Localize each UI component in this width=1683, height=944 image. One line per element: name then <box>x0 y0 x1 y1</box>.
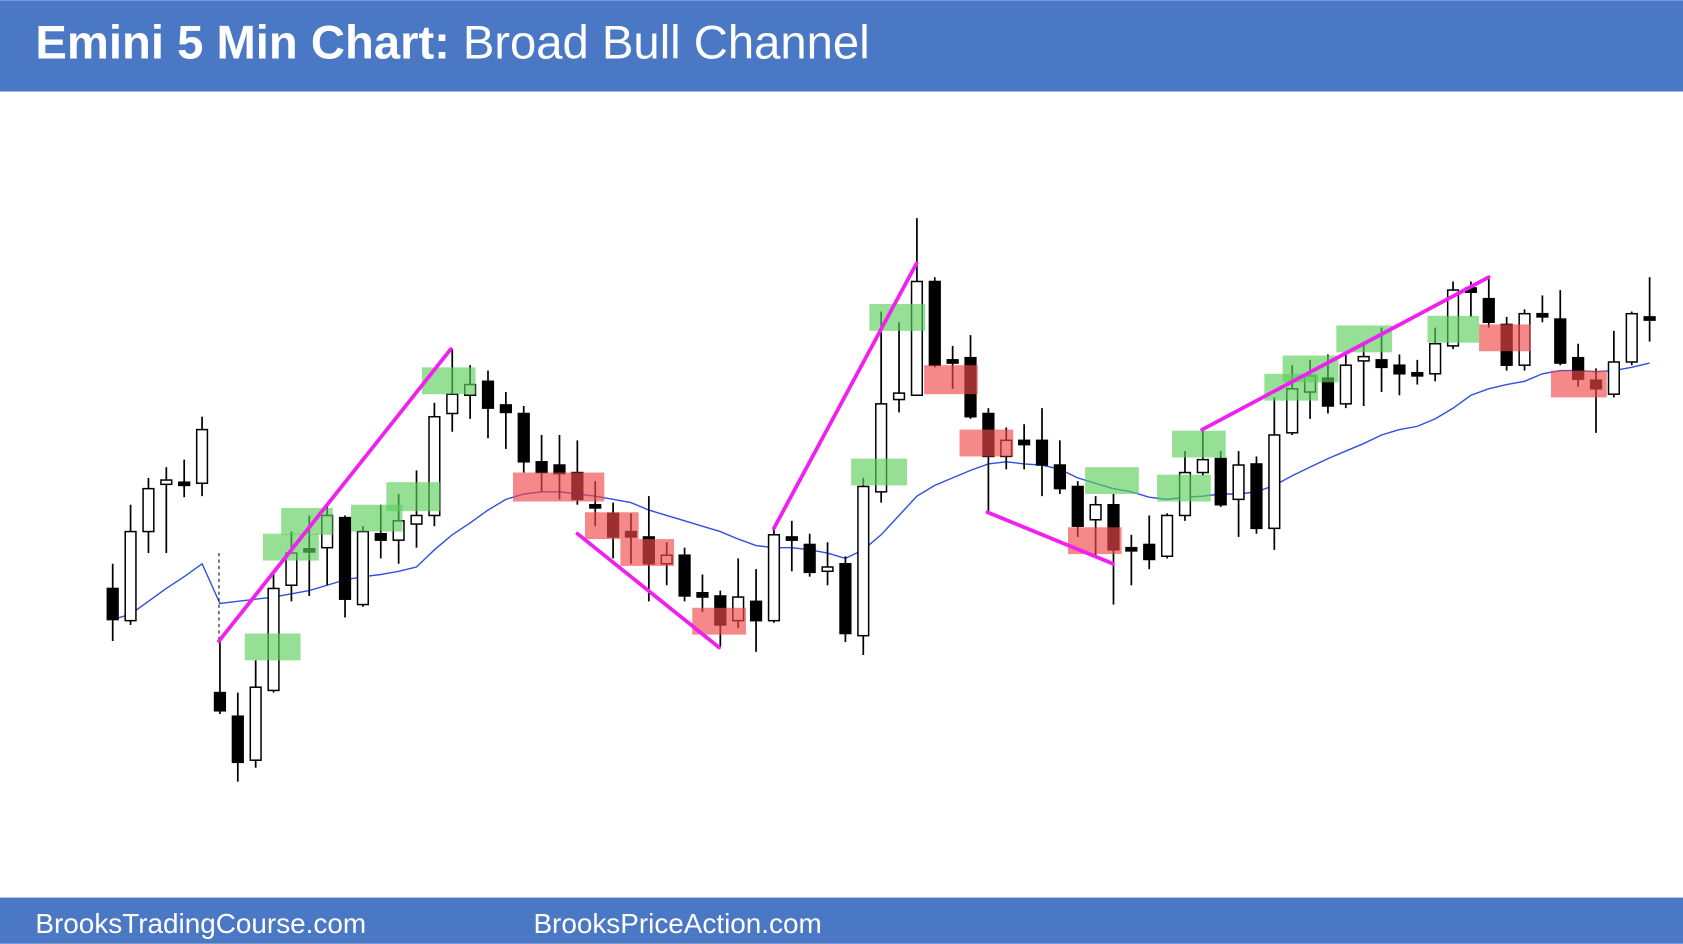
bear-body <box>535 461 548 474</box>
slide-title: Emini 5 Min Chart: Broad Bull Channel <box>35 17 869 70</box>
bear-body <box>678 554 691 597</box>
plot <box>106 218 1656 782</box>
bear-body <box>231 715 244 764</box>
bull-body <box>124 530 137 622</box>
bear-body <box>481 380 495 409</box>
bull-body <box>160 479 173 486</box>
bear-zone <box>513 472 605 502</box>
trend-line <box>985 510 1115 566</box>
bear-body <box>553 464 566 475</box>
bull-body <box>821 566 834 573</box>
bull-body <box>356 530 370 606</box>
bull-body <box>1429 342 1442 375</box>
header-bar <box>0 0 1683 92</box>
bull-body <box>1232 464 1245 501</box>
bear-body <box>1554 318 1567 364</box>
bear-body <box>696 591 709 598</box>
bear-body <box>178 481 191 487</box>
bear-body <box>803 543 816 574</box>
bear-body <box>1411 371 1424 377</box>
bull-zone <box>386 482 441 512</box>
bear-body <box>499 404 512 414</box>
bull-body <box>875 403 888 493</box>
bull-zone <box>851 458 907 486</box>
annotations <box>217 261 1607 661</box>
bear-body <box>785 536 798 541</box>
bull-zone <box>1157 474 1211 502</box>
bull-body <box>1625 312 1638 363</box>
bear-zone <box>1479 324 1531 352</box>
bear-body <box>1214 457 1227 506</box>
bull-zone <box>869 304 926 331</box>
trend-line <box>772 261 919 531</box>
bull-body <box>1339 364 1352 405</box>
bear-zone <box>924 365 978 395</box>
bear-body <box>1482 297 1495 324</box>
bull-zone <box>262 533 319 561</box>
bull-body <box>195 428 209 485</box>
bull-body <box>1089 503 1102 521</box>
bear-body <box>213 691 227 712</box>
bull-body <box>767 534 781 622</box>
bull-body <box>910 280 924 397</box>
bull-body <box>892 392 906 401</box>
footer-right: BrooksPriceAction.com <box>533 908 821 939</box>
bear-zone <box>1550 370 1607 398</box>
bull-body <box>446 393 459 415</box>
bear-body <box>1053 464 1066 490</box>
bull-body <box>410 514 423 525</box>
bull-body <box>857 485 870 637</box>
bull-body <box>1196 458 1209 474</box>
bear-body <box>1018 439 1031 446</box>
trend-line <box>1200 275 1491 432</box>
bull-zone <box>421 367 476 395</box>
title-lead: Emini 5 Min Chart: <box>35 17 450 70</box>
bear-body <box>106 587 119 621</box>
bear-body <box>1035 439 1049 466</box>
bull-zone <box>244 633 301 661</box>
bear-zone <box>959 429 1014 457</box>
bull-body <box>1160 514 1174 558</box>
bear-body <box>1143 543 1156 561</box>
footer-left: BrooksTradingCourse.com <box>35 908 366 939</box>
bull-body <box>1357 355 1370 362</box>
bear-zone <box>620 539 675 566</box>
bear-body <box>839 563 852 635</box>
bear-body <box>517 412 530 463</box>
footer-bar <box>0 897 1683 944</box>
bear-body <box>946 359 959 364</box>
bull-body <box>249 686 262 761</box>
bull-zone <box>1085 467 1139 495</box>
bear-body <box>1071 485 1084 527</box>
bear-body <box>374 532 387 541</box>
bull-body <box>428 415 441 517</box>
bull-body <box>1607 361 1620 395</box>
bear-zone <box>692 607 746 635</box>
trend-line <box>575 531 722 650</box>
bear-body <box>749 600 763 622</box>
bull-body <box>142 487 155 533</box>
bear-body <box>1125 546 1138 552</box>
bear-body <box>1375 359 1388 369</box>
bull-body <box>1268 434 1281 530</box>
bull-zone <box>1172 430 1226 458</box>
bear-zone <box>584 512 639 540</box>
title-text: Broad Bull Channel <box>463 17 870 70</box>
bear-body <box>928 280 941 366</box>
bull-zone <box>1336 325 1393 353</box>
bear-body <box>338 516 352 600</box>
bear-body <box>589 503 602 509</box>
bear-body <box>1393 364 1406 375</box>
bear-body <box>1536 312 1549 318</box>
trend-line <box>217 347 453 643</box>
bull-zone <box>1427 315 1480 343</box>
bear-body <box>1643 316 1656 321</box>
bear-body <box>1250 463 1263 530</box>
